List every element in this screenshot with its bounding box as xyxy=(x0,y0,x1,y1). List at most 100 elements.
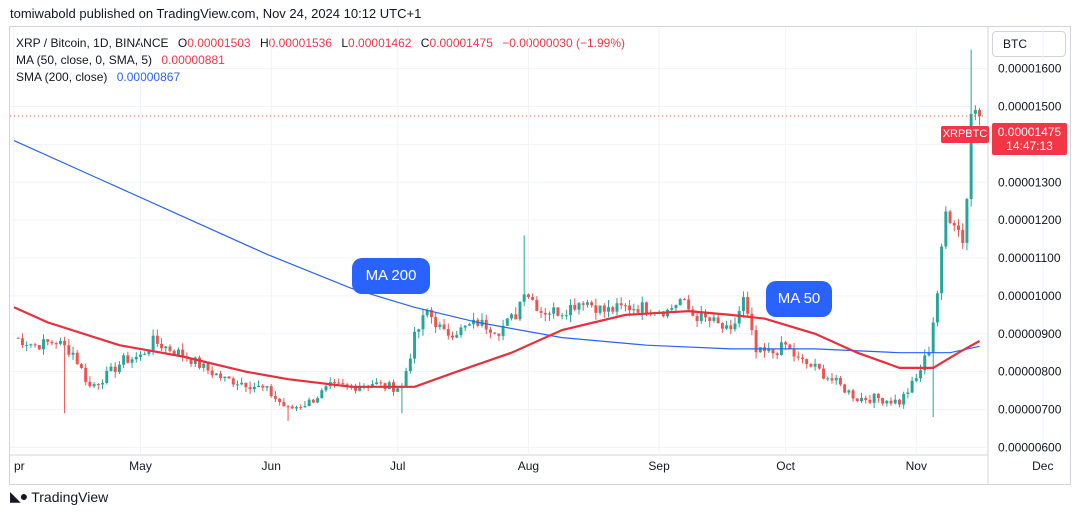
candle-body xyxy=(573,304,577,310)
x-tick-label: Oct xyxy=(776,459,795,473)
candle-body xyxy=(113,366,117,372)
x-tick-label: pr xyxy=(14,459,25,473)
y-tick-label: 0.00000800 xyxy=(998,365,1062,379)
candle-body xyxy=(172,350,176,355)
y-tick-label: 0.00001000 xyxy=(998,289,1062,303)
legend-row-ohlc: XRP / Bitcoin, 1D, BINANCE O0.00001503 H… xyxy=(16,36,625,50)
legend-sma-label: SMA (200, close) xyxy=(16,70,108,84)
candle-body xyxy=(71,352,75,355)
candle-body xyxy=(927,352,931,356)
candle-body xyxy=(345,384,349,386)
candle-body xyxy=(202,363,206,368)
candle-body xyxy=(67,345,71,355)
candle-body xyxy=(227,376,231,379)
candle-body xyxy=(931,322,935,353)
candle-body xyxy=(455,335,459,338)
candle-body xyxy=(623,305,627,307)
candle-body xyxy=(442,324,446,330)
candle-body xyxy=(826,378,830,380)
candle-body xyxy=(320,390,324,399)
candle-body xyxy=(801,357,804,360)
candle-body xyxy=(463,325,467,328)
candle-body xyxy=(501,325,505,336)
candle-body xyxy=(518,301,522,320)
y-tick-label: 0.00001300 xyxy=(998,175,1062,189)
candle-body xyxy=(965,199,969,243)
y-tick-label: 0.00000900 xyxy=(998,327,1062,341)
candle-body xyxy=(311,399,315,403)
candle-body xyxy=(459,327,463,336)
candle-body xyxy=(96,384,100,386)
candle-body xyxy=(636,309,640,313)
candle-body xyxy=(944,211,948,247)
candle-body xyxy=(84,367,88,382)
candle-body xyxy=(198,357,201,368)
candle-body xyxy=(514,314,518,320)
candle-body xyxy=(396,388,400,392)
candle-body xyxy=(278,398,282,403)
candle-body xyxy=(451,335,454,338)
candle-body xyxy=(75,352,79,365)
candle-body xyxy=(674,305,678,309)
ma50-annotation: MA 50 xyxy=(766,281,832,317)
candle-body xyxy=(543,312,547,315)
candle-body xyxy=(219,373,223,378)
candle-body xyxy=(434,317,438,328)
candle-body xyxy=(316,398,320,403)
bar-countdown: 14:47:13 xyxy=(1006,139,1053,153)
candle-body xyxy=(181,349,185,357)
candle-body xyxy=(341,383,345,385)
candle-body xyxy=(46,339,50,342)
candle-body xyxy=(282,402,286,407)
y-tick-label: 0.00001200 xyxy=(998,213,1062,227)
candle-body xyxy=(147,350,151,354)
candle-body xyxy=(851,390,855,399)
candle-body xyxy=(935,293,939,323)
candle-body xyxy=(628,305,632,311)
candle-body xyxy=(109,366,113,371)
candle-body xyxy=(712,317,716,321)
candle-body xyxy=(704,312,707,318)
currency-button[interactable]: BTC xyxy=(992,31,1066,57)
candle-body xyxy=(788,344,792,349)
candle-body xyxy=(467,324,471,326)
candle-body xyxy=(952,223,956,226)
candle-body xyxy=(92,384,96,387)
candle-body xyxy=(860,397,863,402)
candle-body xyxy=(337,382,341,384)
candle-body xyxy=(687,299,691,310)
last-price-tag: XRPBTC 0.00001475 14:47:13 xyxy=(941,123,1067,155)
candle-body xyxy=(733,323,737,330)
tradingview-logo-icon: ◣● xyxy=(10,488,28,504)
candle-body xyxy=(413,331,417,359)
candle-body xyxy=(484,319,488,330)
ma200-annotation: MA 200 xyxy=(352,258,430,294)
candle-body xyxy=(699,312,703,322)
candle-body xyxy=(569,304,573,316)
candle-body xyxy=(235,384,239,386)
candle-body xyxy=(720,323,724,329)
candle-body xyxy=(598,305,602,313)
candle-body xyxy=(375,382,379,385)
tradingview-logo[interactable]: ◣● TradingView xyxy=(10,488,108,505)
candle-body xyxy=(552,307,556,314)
candle-body xyxy=(914,378,918,381)
x-tick-label: May xyxy=(129,459,152,473)
candle-body xyxy=(577,303,581,310)
candle-body xyxy=(602,305,606,312)
last-price-value: 0.00001475 xyxy=(997,125,1062,139)
candle-body xyxy=(88,381,92,387)
candle-body xyxy=(834,378,838,381)
candle-body xyxy=(130,359,134,363)
candle-body xyxy=(63,340,67,346)
candle-body xyxy=(940,246,944,294)
candle-body xyxy=(417,329,421,332)
candle-body xyxy=(510,314,514,319)
candle-body xyxy=(885,400,889,404)
candle-body xyxy=(425,309,429,316)
candle-body xyxy=(16,337,20,339)
candle-body xyxy=(252,386,256,390)
candle-body xyxy=(54,343,58,345)
legend-o-value: 0.00001503 xyxy=(187,36,251,50)
